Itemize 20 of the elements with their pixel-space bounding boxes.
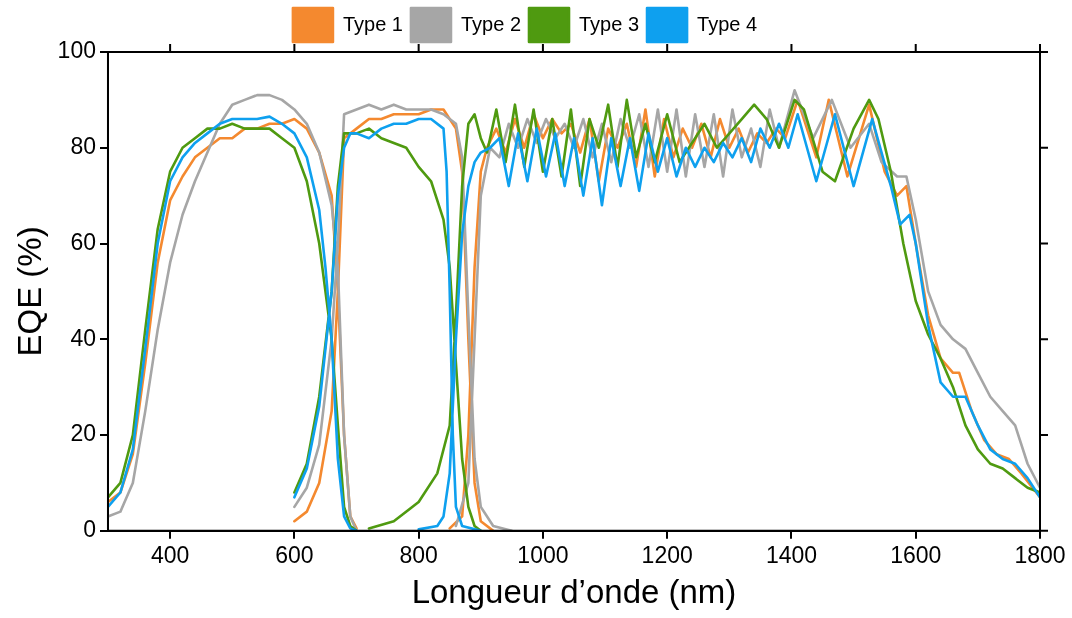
x-tick-label: 800	[399, 541, 438, 568]
legend-label: Type 3	[579, 12, 640, 35]
x-tick-label: 1000	[517, 541, 569, 568]
y-tick-label: 20	[70, 420, 96, 447]
y-tick-label: 80	[70, 133, 96, 160]
x-tick-label: 600	[275, 541, 314, 568]
x-tick-label: 400	[150, 541, 190, 568]
x-tick-label: 1400	[765, 541, 818, 568]
x-tick-label: 1600	[890, 541, 942, 568]
legend-label: Type 1	[342, 12, 403, 35]
x-tick-label: 1200	[641, 541, 693, 568]
legend-label: Type 2	[460, 12, 522, 35]
y-tick-label: 100	[57, 37, 96, 64]
x-tick-label: 1800	[1014, 541, 1066, 568]
y-axis-title: EQE (%)	[10, 226, 48, 357]
y-tick-label: 40	[70, 324, 96, 351]
legend-label: Type 4	[697, 12, 758, 35]
y-tick-label: 0	[83, 516, 96, 543]
x-axis-title: Longueur d’onde (nm)	[411, 573, 737, 611]
y-tick-label: 60	[70, 228, 96, 255]
